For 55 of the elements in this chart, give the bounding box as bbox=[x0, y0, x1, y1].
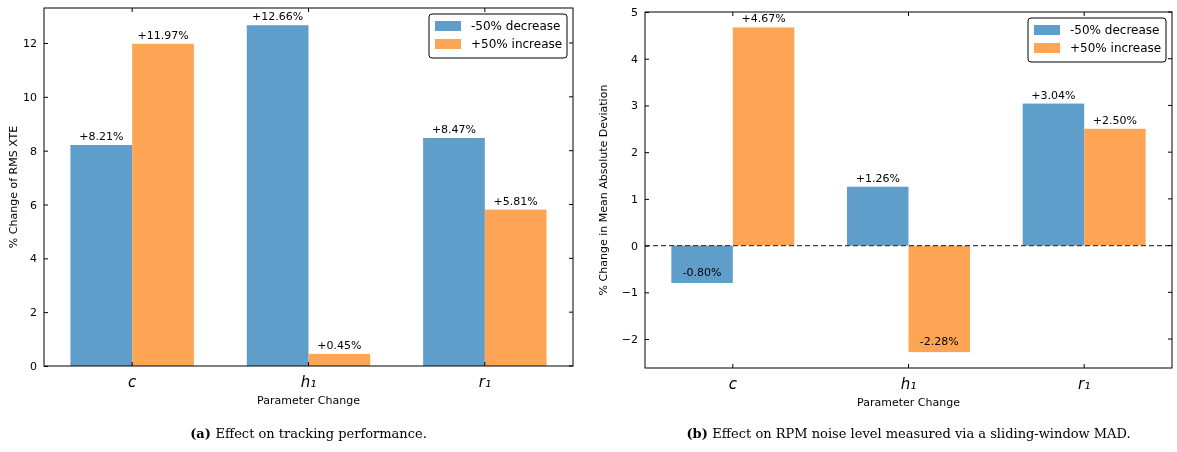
y-axis-title: % Change in Mean Absolute Deviation bbox=[597, 84, 610, 296]
x-tick-label: h₁ bbox=[900, 375, 917, 393]
data-label: -2.28% bbox=[919, 335, 959, 349]
bar bbox=[246, 25, 309, 366]
y-tick-label: 2 bbox=[631, 146, 638, 160]
bar bbox=[423, 138, 485, 366]
data-label: -0.80% bbox=[682, 265, 722, 279]
y-tick-label: 0 bbox=[631, 239, 638, 253]
legend-label: -50% decrease bbox=[1070, 23, 1160, 37]
bar bbox=[1022, 103, 1085, 246]
y-tick-label: 6 bbox=[30, 198, 37, 212]
data-label: +8.47% bbox=[431, 123, 477, 137]
y-tick-label: 4 bbox=[30, 252, 37, 266]
data-label: +4.67% bbox=[741, 12, 786, 26]
bar bbox=[908, 245, 970, 353]
y-tick-label: 4 bbox=[631, 52, 638, 66]
x-tick-label: c bbox=[128, 373, 138, 391]
data-label: +2.50% bbox=[1092, 113, 1137, 127]
data-label: +3.04% bbox=[1031, 88, 1076, 102]
x-tick-label: r₁ bbox=[478, 373, 491, 391]
bar bbox=[70, 145, 133, 366]
bar bbox=[132, 43, 194, 366]
y-tick-label: 3 bbox=[631, 99, 638, 113]
data-label: +1.26% bbox=[855, 171, 900, 185]
y-tick-label: 2 bbox=[30, 306, 37, 320]
text: (b) Effect on RPM noise level measured via a sliding-window MAD. bbox=[686, 426, 1131, 441]
legend-label: +50% increase bbox=[1070, 41, 1162, 55]
data-label: +0.45% bbox=[317, 338, 362, 352]
data-label: +12.66% bbox=[252, 10, 304, 24]
x-axis-title: Parameter Change bbox=[257, 394, 361, 407]
y-tick-label: −2 bbox=[621, 333, 638, 347]
x-tick-label: c bbox=[728, 375, 738, 393]
y-tick-label: 10 bbox=[23, 90, 37, 104]
bar bbox=[308, 353, 371, 366]
data-label: +5.81% bbox=[493, 194, 538, 208]
y-axis-title: % Change of RMS XTE bbox=[7, 125, 20, 249]
bar bbox=[732, 27, 795, 246]
text: (a) Effect on tracking performance. bbox=[190, 426, 427, 441]
y-tick-label: 5 bbox=[631, 6, 638, 20]
y-tick-label: −1 bbox=[621, 286, 638, 300]
x-axis-title: Parameter Change bbox=[857, 396, 961, 409]
x-tick-label: r₁ bbox=[1078, 375, 1091, 393]
legend-label: -50% decrease bbox=[471, 19, 561, 33]
y-tick-label: 12 bbox=[23, 37, 37, 51]
y-tick-label: 0 bbox=[30, 360, 37, 374]
x-tick-label: h₁ bbox=[300, 373, 317, 391]
bar bbox=[1084, 128, 1146, 246]
data-label: +8.21% bbox=[79, 130, 124, 144]
bar bbox=[484, 209, 547, 366]
legend-label: +50% increase bbox=[471, 37, 563, 51]
y-tick-label: 8 bbox=[30, 144, 37, 158]
bar bbox=[847, 186, 909, 246]
bar bbox=[671, 245, 733, 283]
y-tick-label: 1 bbox=[631, 192, 638, 206]
data-label: +11.97% bbox=[137, 28, 189, 42]
